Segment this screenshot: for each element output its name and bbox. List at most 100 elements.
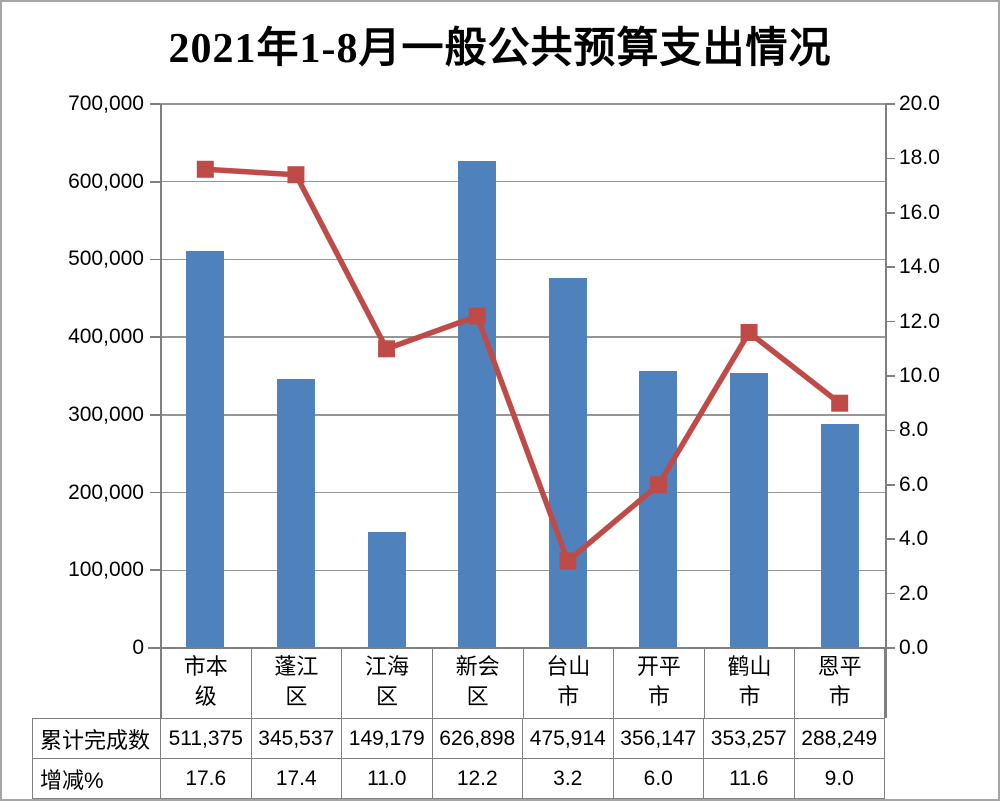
table-value-蓬江区-row1: 17.4 <box>251 759 342 799</box>
table-value-市本级-row0: 511,375 <box>161 719 252 759</box>
left-axis-tick-label: 0 <box>132 636 144 659</box>
category-label-line: 新会 <box>455 654 500 679</box>
marker-台山市 <box>559 552 577 570</box>
right-axis-tick-label: 2.0 <box>899 581 929 605</box>
marker-市本级 <box>196 160 214 178</box>
category-label-江海区: 江海区 <box>341 649 432 718</box>
table-value-恩平市-row1: 9.0 <box>794 759 885 799</box>
gridline <box>160 569 885 571</box>
table-value-新会区-row1: 12.2 <box>432 759 523 799</box>
left-axis-tick-label: 300,000 <box>68 402 144 426</box>
right-axis-tick <box>885 429 895 432</box>
right-axis-tick-label: 6.0 <box>899 472 929 496</box>
category-label-line: 市 <box>828 684 851 709</box>
table-value-台山市-row1: 3.2 <box>523 759 614 799</box>
category-label-line: 区 <box>376 684 399 709</box>
category-label-line: 区 <box>285 684 308 709</box>
bar-江海区 <box>367 532 406 648</box>
left-axis-tick <box>150 336 160 338</box>
plot-area <box>160 103 885 648</box>
bar-市本级 <box>186 250 225 648</box>
left-axis-tick-label: 600,000 <box>68 169 144 193</box>
marker-新会区 <box>468 307 486 325</box>
right-axis-tick-label: 0.0 <box>899 636 929 659</box>
left-axis-tick <box>150 569 160 572</box>
gridline <box>160 414 885 416</box>
category-label-line: 区 <box>466 684 489 709</box>
left-axis-tick-label: 500,000 <box>68 247 144 271</box>
category-label-line: 恩平 <box>817 654 862 679</box>
right-axis-tick <box>885 538 895 540</box>
left-axis-tick <box>150 103 160 105</box>
table-value-蓬江区-row0: 345,537 <box>251 719 342 759</box>
category-label-line: 台山 <box>546 654 591 679</box>
table-value-江海区-row1: 11.0 <box>342 759 433 799</box>
category-label-开平市: 开平市 <box>613 649 704 718</box>
gridline <box>160 103 885 105</box>
table-value-开平市-row0: 356,147 <box>613 719 704 759</box>
gridline <box>160 491 885 494</box>
right-axis-tick <box>885 320 895 323</box>
left-axis-tick <box>150 414 160 416</box>
right-axis-tick <box>885 266 895 268</box>
left-axis-tick-label: 400,000 <box>68 325 144 349</box>
table-value-开平市-row1: 6.0 <box>613 759 704 799</box>
bar-鹤山市 <box>730 373 769 648</box>
bar-台山市 <box>548 278 587 648</box>
right-axis-tick <box>885 375 895 377</box>
x-axis-line <box>148 647 885 649</box>
right-axis-tick-label: 16.0 <box>899 200 940 224</box>
right-axis-line <box>885 104 887 718</box>
bar-新会区 <box>458 160 497 648</box>
right-axis-tick-label: 4.0 <box>899 527 929 551</box>
right-axis-tick-label: 8.0 <box>899 418 929 442</box>
category-label-line: 市 <box>738 684 761 709</box>
category-label-line: 开平 <box>636 654 681 679</box>
category-label-市本级: 市本级 <box>160 649 251 718</box>
category-label-鹤山市: 鹤山市 <box>703 649 795 718</box>
data-table: 累计完成数 511,375 345,537 149,179 626,898 475,914… <box>32 718 885 799</box>
table-row-label-0: 累计完成数 <box>33 719 161 759</box>
table-value-市本级-row1: 17.6 <box>161 759 252 799</box>
marker-蓬江区 <box>287 166 305 184</box>
line-path <box>205 166 842 566</box>
left-axis-tick <box>150 180 160 183</box>
right-axis-tick <box>885 647 895 649</box>
table-value-江海区-row0: 149,179 <box>342 719 433 759</box>
marker-鹤山市 <box>740 323 758 341</box>
bar-恩平市 <box>820 423 859 648</box>
right-axis-tick-label: 18.0 <box>899 146 940 170</box>
right-axis-tick-label: 10.0 <box>899 364 940 387</box>
gridline <box>160 181 885 183</box>
right-axis-tick <box>885 484 895 486</box>
marker-江海区 <box>378 340 396 358</box>
right-axis-tick <box>885 212 895 214</box>
table-value-鹤山市-row0: 353,257 <box>704 719 795 759</box>
category-label-台山市: 台山市 <box>522 649 614 718</box>
category-label-line: 鹤山 <box>727 654 772 679</box>
left-axis-tick-label: 100,000 <box>68 558 144 582</box>
table-value-台山市-row0: 475,914 <box>523 719 614 759</box>
chart-title: 2021年1-8月一般公共预算支出情况 <box>168 26 832 72</box>
table-value-鹤山市-row1: 11.6 <box>704 759 795 799</box>
marker-恩平市 <box>831 394 849 412</box>
category-axis-row: 市本级蓬江区江海区新会区台山市开平市鹤山市恩平市 <box>160 649 885 718</box>
category-label-line: 市 <box>557 684 580 709</box>
category-label-新会区: 新会区 <box>431 649 523 718</box>
right-axis-tick <box>885 103 895 105</box>
category-label-line: 级 <box>194 684 217 709</box>
table-row-label-1: 增减% <box>33 759 161 799</box>
category-label-line: 蓬江 <box>274 654 319 679</box>
table-value-恩平市-row0: 288,249 <box>794 719 885 759</box>
bar-开平市 <box>639 371 678 648</box>
left-axis-tick <box>150 258 160 261</box>
table-value-新会区-row0: 626,898 <box>432 719 523 759</box>
category-label-line: 市 <box>647 684 670 709</box>
gridline <box>160 258 885 261</box>
left-axis-line <box>160 104 162 718</box>
category-label-line: 江海 <box>365 654 410 679</box>
marker-开平市 <box>649 476 667 494</box>
left-axis-tick-label: 200,000 <box>68 480 144 504</box>
right-axis-tick-label: 14.0 <box>899 255 940 279</box>
